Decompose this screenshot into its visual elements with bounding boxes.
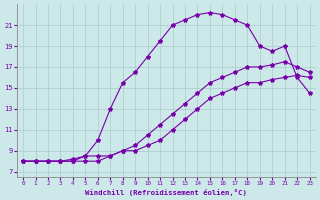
X-axis label: Windchill (Refroidissement éolien,°C): Windchill (Refroidissement éolien,°C)	[85, 189, 247, 196]
